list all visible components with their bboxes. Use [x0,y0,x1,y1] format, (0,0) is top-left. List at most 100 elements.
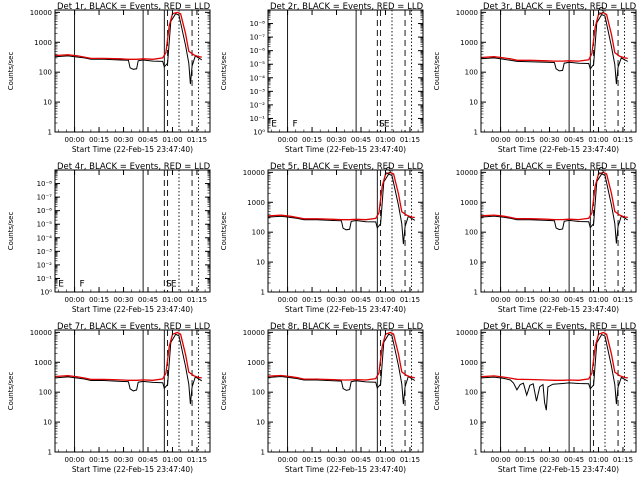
y-tick-label: 1 [48,129,52,137]
y-tick-label: 100 [39,389,52,397]
x-tick-label: 00:00 [277,136,297,144]
y-tick-label: 10⁻¹ [37,275,53,283]
panel-2: E F S E10⁰10⁻¹10⁻²10⁻³10⁻⁴10⁻⁵10⁻⁶10⁻⁷10⁻⁸0… [220,2,424,154]
x-tick-label: 01:00 [588,136,608,144]
x-tick-label: 01:15 [613,136,633,144]
panel-title: Det 6r, BLACK = Events, RED = LLD [483,162,637,172]
x-tick-label: 00:00 [490,136,510,144]
y-tick-label: 10⁻² [37,261,53,269]
y-axis-label: Counts/sec [433,52,441,91]
plot-frame [54,169,211,293]
lld-series-line [481,331,628,381]
panel-title: Det 4r, BLACK = Events, RED = LLD [57,162,211,172]
events-series-line [268,333,416,405]
x-tick-label: 00:30 [113,296,133,304]
annotation-label: S [166,280,172,290]
y-tick-label: 10 [256,419,265,427]
events-series-line [481,333,629,411]
annotation-label: F [292,120,297,130]
event-lines [500,330,626,452]
series-group [55,331,203,405]
x-tick-label: 01:00 [588,456,608,464]
y-tick-label: 100 [465,229,478,237]
x-tick-label: 00:15 [89,296,109,304]
panel-7: 1 10 100 1000 10000 00:00 00:15 00:30 00:45 01:00… [7,322,211,474]
series-group [481,11,629,85]
y-tick-label: 1000 [247,199,265,207]
y-tick-label: 1000 [460,359,478,367]
x-tick-label: 01:00 [375,136,395,144]
series-group [481,171,629,244]
x-tick-label: 00:15 [515,296,535,304]
y-tick-label: 1000 [460,39,478,47]
y-tick-label: 1 [474,449,478,457]
x-tick-label: 01:00 [162,296,182,304]
x-tick-label: 01:15 [400,136,420,144]
y-axis-label: Counts/sec [433,212,441,251]
y-tick-label: 10000 [243,329,265,337]
x-tick-label: 00:15 [302,296,322,304]
plot-frame [480,9,637,133]
panel-9: 1 10 100 1000 10000 00:00 00:15 00:30 00:45 01:00… [433,322,637,474]
x-tick-label: 00:45 [351,456,371,464]
y-tick-label: 10 [469,259,478,267]
x-tick-label: 00:45 [351,136,371,144]
panel-1: 1 10 100 1000 10000 00:00 00:15 00:30 00:45 01:00… [7,2,211,154]
y-tick-label: 100 [252,389,265,397]
x-tick-label: 00:15 [302,456,322,464]
x-tick-label: 00:15 [89,136,109,144]
y-tick-label: 1 [474,129,478,137]
annotation-label: E [171,280,177,290]
series-group [268,171,416,245]
lld-series-line [268,331,415,381]
y-tick-label: 10⁻⁷ [37,194,53,202]
x-tick-label: 01:00 [375,456,395,464]
y-tick-label: 10⁻⁶ [37,207,53,215]
y-tick-label: 10000 [456,9,478,17]
y-tick-label: 10 [43,419,52,427]
panel-3: S 1 10 100 1000 10000 00:00 00:15 00:30 00:45 01:0… [433,2,637,154]
y-tick-label: 10⁻² [250,101,266,109]
events-series-line [55,333,203,405]
y-tick-label: 10⁻³ [250,88,266,96]
y-tick-label: 10000 [456,329,478,337]
y-tick-label: 100 [465,69,478,77]
events-series-line [481,13,629,85]
x-tick-label: 00:45 [564,136,584,144]
plot-frame [267,169,424,293]
x-tick-label: 00:30 [113,456,133,464]
y-tick-label: 10000 [456,169,478,177]
x-tick-label: 00:45 [351,296,371,304]
y-tick-label: 10⁻⁵ [250,61,266,69]
event-lines [74,10,200,132]
plot-frame [54,9,211,133]
y-tick-label: 10⁻⁵ [37,221,53,229]
x-axis-label: Start Time (22-Feb-15 23:47:40) [498,305,619,314]
x-tick-label: 01:00 [375,296,395,304]
panel-title: Det 7r, BLACK = Events, RED = LLD [57,322,211,332]
y-tick-label: 10⁰ [40,289,52,297]
x-tick-label: 01:00 [588,296,608,304]
event-lines [287,330,413,452]
event-lines [287,170,413,292]
x-tick-label: 00:00 [64,456,84,464]
y-tick-label: 10⁻⁶ [250,47,266,55]
plot-frame [480,169,637,293]
series-group [268,331,416,405]
panel-title: Det 8r, BLACK = Events, RED = LLD [270,322,424,332]
panel-8: 1 10 100 1000 10000 00:00 00:15 00:30 00:45 01:00… [220,322,424,474]
y-axis-label: Counts/sec [7,212,15,251]
plot-frame [54,329,211,453]
x-tick-label: 01:15 [400,456,420,464]
y-axis-label: Counts/sec [220,52,228,91]
x-tick-label: 00:45 [564,456,584,464]
y-axis-label: Counts/sec [433,372,441,411]
plot-frame [267,9,424,133]
plot-frame [267,329,424,453]
y-tick-label: 1000 [34,39,52,47]
y-tick-label: 10⁰ [253,129,265,137]
y-axis-label: Counts/sec [220,372,228,411]
panel-6: S 1 10 100 1000 10000 00:00 00:15 00:30 00:45 01:0… [433,162,637,314]
y-tick-label: 100 [39,69,52,77]
